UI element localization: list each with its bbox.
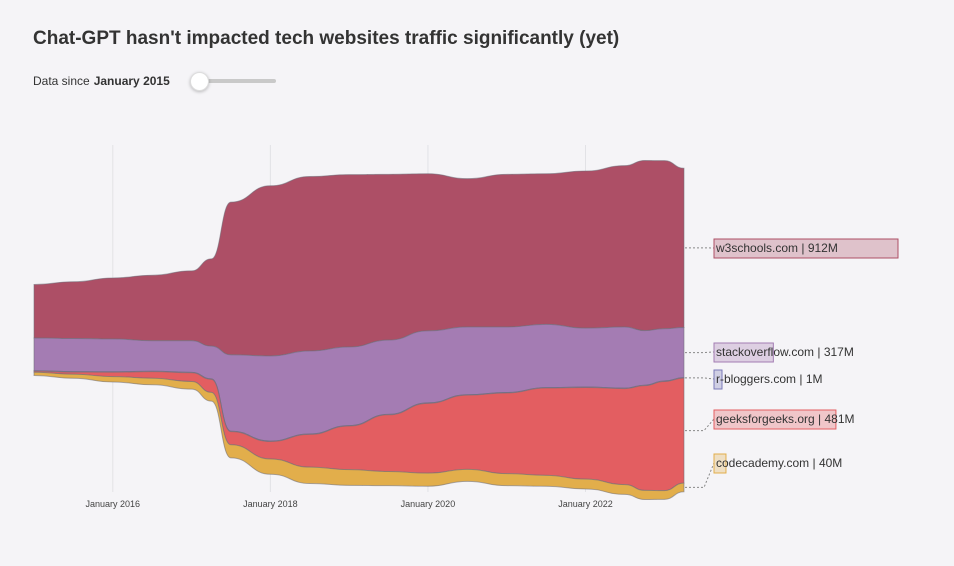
legend-highlight — [713, 453, 727, 474]
legend-highlight — [713, 238, 899, 259]
legend-connector — [685, 418, 715, 432]
stream-codecademy-com[interactable] — [33, 371, 685, 501]
legend-label: stackoverflow.com | 317M — [716, 345, 854, 359]
since-prefix: Data since — [33, 74, 90, 88]
legend-item-r-bloggers-com[interactable]: r-bloggers.com | 1M — [685, 369, 822, 390]
legend-connector — [685, 377, 715, 380]
legend-item-codecademy-com[interactable]: codecademy.com | 40M — [685, 453, 842, 488]
chart-title: Chat-GPT hasn't impacted tech websites t… — [33, 28, 620, 49]
legend-label: codecademy.com | 40M — [716, 456, 842, 470]
x-tick-label: January 2022 — [558, 499, 613, 509]
legend-highlight — [713, 409, 837, 430]
x-tick-label: January 2016 — [86, 499, 141, 509]
streams — [33, 159, 685, 501]
date-range-control: Data since January 2015 — [33, 72, 276, 91]
legend-item-stackoverflow-com[interactable]: stackoverflow.com | 317M — [685, 342, 854, 363]
legend-connector — [685, 462, 715, 488]
since-value: January 2015 — [93, 74, 170, 88]
slider-track[interactable] — [191, 79, 276, 83]
date-slider[interactable] — [189, 72, 276, 91]
x-tick-label: January 2020 — [401, 499, 456, 509]
legend-connector — [685, 351, 715, 354]
x-axis: January 2016 January 2018 January 2020 Janu… — [86, 499, 613, 509]
legend-item-geeksforgeeks-org[interactable]: geeksforgeeks.org | 481M — [685, 409, 855, 432]
slider-thumb[interactable] — [189, 72, 209, 91]
x-tick-label: January 2018 — [243, 499, 298, 509]
legend-highlight — [713, 342, 774, 363]
legend-label: geeksforgeeks.org | 481M — [716, 412, 855, 426]
legend: w3schools.com | 912M stackoverflow.com | … — [685, 238, 899, 488]
stream-w3schools-com[interactable] — [33, 159, 685, 357]
legend-label: w3schools.com | 912M — [715, 241, 838, 255]
legend-highlight — [713, 369, 723, 390]
legend-label: r-bloggers.com | 1M — [716, 372, 822, 386]
legend-item-w3schools-com[interactable]: w3schools.com | 912M — [685, 238, 899, 259]
